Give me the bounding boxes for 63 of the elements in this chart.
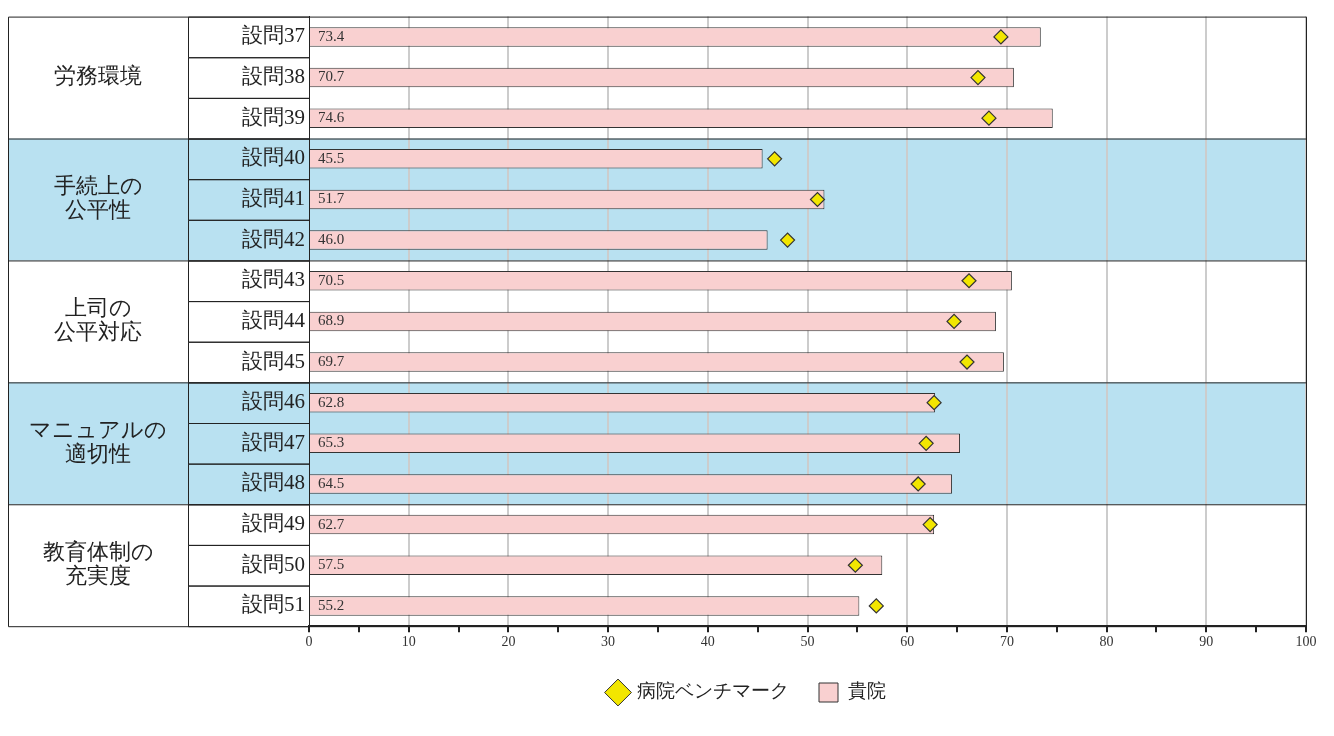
- x-tick-label: 60: [900, 634, 915, 650]
- point: [946, 313, 962, 329]
- text: 手続上の公平性: [53, 173, 143, 223]
- point: [981, 110, 997, 126]
- data-label: 46.0: [318, 231, 345, 248]
- y-tick-label: 設問39: [242, 104, 305, 129]
- point: [809, 191, 826, 208]
- y-tick-label: 設問46: [242, 389, 305, 414]
- y-tick-label: 設問47: [242, 429, 305, 454]
- data-label: 62.8: [318, 393, 345, 410]
- legend-label: 病院ベンチマーク: [637, 680, 789, 702]
- point: [970, 69, 986, 86]
- y-tick-label: 設問49: [242, 511, 305, 536]
- x-tick-label: 100: [1295, 634, 1317, 650]
- data-label: 51.7: [318, 190, 345, 207]
- y-tick-label: 設問42: [242, 226, 305, 251]
- text: マニュアルの適切性: [29, 417, 167, 467]
- y-tick-label: 設問44: [242, 307, 306, 332]
- point: [926, 395, 942, 411]
- y-tick-label: 設問38: [242, 64, 305, 89]
- data-label: 57.5: [318, 556, 345, 573]
- y-tick-label: 設問40: [242, 145, 305, 170]
- y-tick-label: 設問51: [242, 592, 305, 617]
- point: [767, 151, 783, 167]
- data-label: 68.9: [318, 312, 345, 329]
- x-tick-label: 10: [401, 634, 416, 650]
- x-tick-label: 40: [700, 634, 715, 650]
- x-tick-label: 50: [800, 634, 815, 650]
- y-tick-label: 設問41: [242, 186, 305, 210]
- y-tick-label: 設問50: [242, 551, 305, 576]
- point: [918, 435, 934, 451]
- point: [993, 29, 1009, 45]
- y-tick-label: 設問48: [242, 470, 305, 495]
- y-tick-label: 設問45: [242, 348, 305, 373]
- data-label: 69.7: [318, 352, 345, 369]
- text: 教育体制の充実度: [42, 539, 154, 589]
- data-label: 64.5: [318, 474, 345, 491]
- data-label: 70.7: [318, 68, 345, 85]
- x-tick-label: 90: [1199, 634, 1214, 650]
- point: [961, 273, 977, 289]
- point: [868, 598, 884, 614]
- y-tick-label: 設問43: [242, 267, 305, 292]
- data-label: 55.2: [318, 596, 345, 613]
- text: 労務環境: [54, 63, 142, 89]
- legend-label: 貴院: [847, 680, 886, 702]
- data-label: 70.5: [318, 271, 345, 288]
- x-tick-label: 20: [501, 634, 516, 650]
- data-label: 62.7: [318, 515, 345, 532]
- y-tick-label: 設問37: [242, 23, 305, 48]
- x-tick-label: 70: [999, 634, 1014, 650]
- data-label: 73.4: [318, 27, 345, 44]
- point: [779, 232, 796, 248]
- data-label: 74.6: [318, 109, 345, 126]
- data-label: 45.5: [318, 149, 345, 166]
- point: [959, 354, 975, 370]
- x-tick-label: 30: [601, 634, 616, 650]
- point: [910, 476, 926, 492]
- point: [847, 557, 863, 573]
- text: 上司の公平対応: [54, 295, 142, 345]
- x-tick-label: 0: [305, 634, 313, 650]
- point: [922, 517, 938, 533]
- data-label: 65.3: [318, 434, 345, 451]
- x-tick-label: 80: [1099, 634, 1114, 650]
